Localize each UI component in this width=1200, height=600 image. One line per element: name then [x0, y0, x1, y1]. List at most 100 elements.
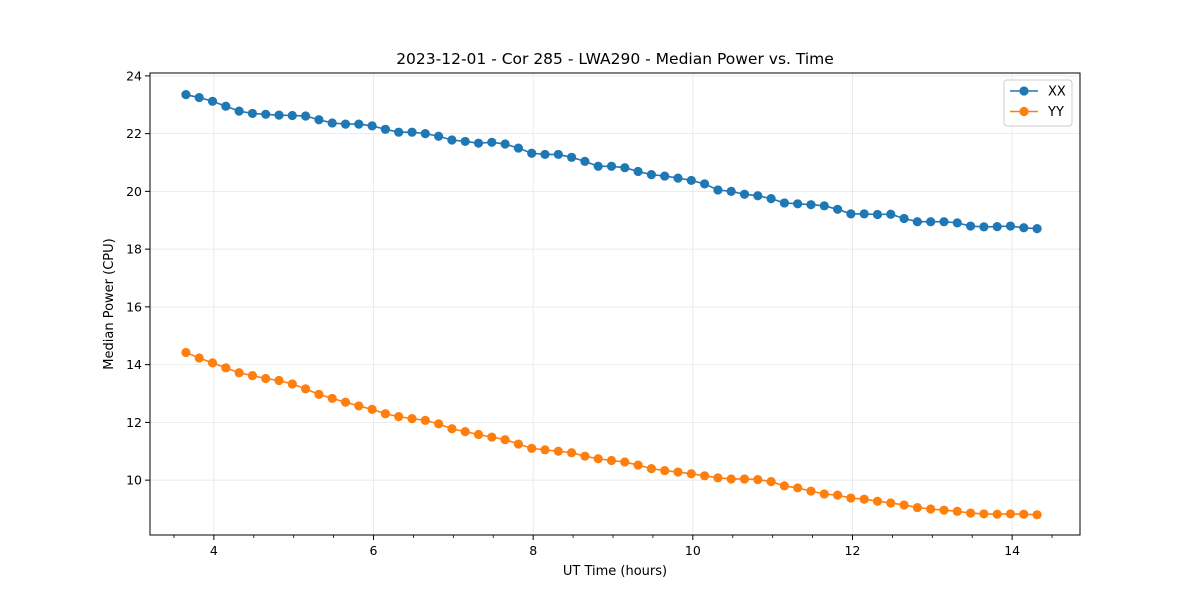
data-point-xx [819, 201, 829, 211]
x-tick-label: 4 [210, 543, 218, 558]
data-point-yy [1005, 509, 1016, 519]
y-tick-label: 10 [126, 473, 142, 488]
data-point-xx [553, 149, 563, 160]
data-point-yy [793, 483, 803, 493]
data-point-yy [247, 371, 258, 381]
data-point-yy [540, 445, 550, 455]
legend-entry-yy: YY [1010, 105, 1064, 120]
data-point-xx [939, 217, 949, 227]
data-point-xx [460, 136, 470, 147]
data-point-yy [700, 471, 710, 481]
data-point-xx [274, 110, 284, 120]
data-point-yy [819, 489, 829, 499]
data-point-xx [301, 111, 311, 121]
data-point-yy [287, 379, 297, 389]
y-tick-label: 20 [126, 184, 142, 199]
data-point-yy [380, 409, 391, 419]
data-point-xx [394, 127, 404, 137]
x-axis-label: UT Time (hours) [563, 564, 667, 579]
data-point-yy [766, 476, 776, 487]
data-point-xx [793, 199, 803, 209]
data-point-yy [274, 375, 284, 386]
y-axis-label: Median Power (CPU) [102, 238, 117, 369]
data-point-yy [965, 508, 976, 518]
data-point-xx [540, 149, 550, 160]
data-point-yy [500, 435, 510, 445]
data-point-yy [407, 414, 417, 424]
data-point-yy [686, 469, 696, 479]
data-point-xx [487, 137, 497, 147]
data-point-yy [1032, 510, 1042, 520]
data-point-xx [886, 209, 896, 219]
data-point-xx [207, 96, 218, 106]
data-point-yy [912, 502, 922, 513]
x-tick-label: 6 [370, 543, 378, 558]
data-point-yy [713, 473, 723, 483]
data-point-yy [567, 448, 577, 458]
data-point-yy [194, 353, 204, 363]
data-point-xx [846, 209, 856, 219]
data-point-xx [367, 121, 377, 131]
data-point-xx [420, 129, 430, 139]
data-point-xx [527, 148, 537, 158]
data-point-xx [287, 110, 297, 121]
x-tick-label: 12 [845, 543, 861, 558]
data-point-xx [580, 156, 590, 166]
y-tick-label: 18 [126, 242, 142, 257]
legend-label: XX [1048, 85, 1066, 100]
plot-frame [149, 72, 1081, 536]
data-point-xx [1019, 223, 1029, 233]
data-point-yy [181, 347, 191, 358]
data-point-xx [926, 217, 936, 227]
data-point-yy [606, 455, 617, 466]
data-point-yy [314, 389, 324, 399]
legend-label: YY [1047, 105, 1064, 120]
data-point-xx [567, 152, 577, 162]
data-point-xx [380, 124, 391, 134]
data-point-xx [221, 101, 231, 111]
data-point-yy [806, 486, 816, 496]
x-tick-label: 10 [685, 543, 701, 558]
data-point-xx [673, 173, 683, 183]
data-point-xx [247, 108, 258, 119]
data-point-xx [872, 209, 883, 220]
data-point-xx [726, 186, 736, 196]
data-point-xx [327, 118, 337, 128]
x-tick-label: 14 [1004, 543, 1020, 558]
data-point-xx [500, 139, 510, 149]
data-point-xx [806, 200, 816, 210]
data-point-xx [832, 204, 843, 214]
data-point-xx [965, 221, 976, 231]
data-point-yy [779, 481, 790, 491]
data-point-yy [886, 498, 896, 508]
data-point-yy [420, 415, 430, 425]
data-point-xx [686, 175, 696, 186]
chart-title: 2023-12-01 - Cor 285 - LWA290 - Median P… [396, 50, 834, 68]
data-point-yy [753, 474, 763, 485]
series-layer [181, 90, 1042, 520]
data-point-xx [407, 127, 417, 137]
series-yy [181, 347, 1042, 520]
y-tick-label: 22 [126, 126, 142, 141]
data-point-yy [726, 474, 736, 484]
data-point-xx [979, 222, 989, 232]
data-point-xx [1005, 221, 1016, 231]
x-tick-label: 8 [529, 543, 537, 558]
data-point-xx [713, 185, 723, 195]
data-point-xx [700, 179, 710, 189]
data-point-xx [234, 106, 244, 116]
data-point-yy [513, 439, 524, 449]
data-point-xx [434, 131, 444, 141]
data-point-yy [527, 443, 537, 453]
data-point-xx [354, 119, 364, 129]
data-point-xx [314, 115, 324, 125]
data-point-xx [181, 90, 191, 100]
data-point-xx [912, 217, 922, 227]
y-tick-label: 24 [126, 68, 142, 83]
data-point-yy [261, 373, 271, 384]
data-point-yy [646, 463, 657, 474]
data-point-yy [553, 446, 563, 456]
legend-marker [1019, 106, 1029, 117]
legend-entry-xx: XX [1010, 85, 1066, 100]
